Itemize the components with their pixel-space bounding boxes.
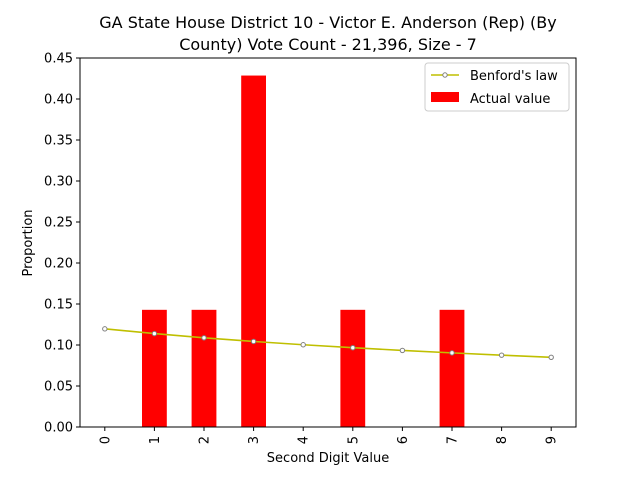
legend-actual-label: Actual value [470, 92, 550, 107]
bar-digit-2 [191, 309, 217, 427]
benford-line-layer [102, 326, 554, 360]
benford-point-6 [399, 347, 406, 354]
x-tick-label-1: 1 [148, 436, 163, 444]
x-axis-label: Second Digit Value [267, 451, 389, 466]
x-tick-label-0: 0 [98, 436, 113, 444]
x-tick-label-8: 8 [495, 436, 510, 444]
y-tick-label-0.35: 0.35 [44, 134, 73, 149]
y-tick-label-0.10: 0.10 [44, 339, 73, 354]
legend-box [424, 62, 570, 112]
benford-point-0 [102, 326, 108, 332]
x-tick-label-7: 7 [446, 436, 461, 444]
x-tick-label-3: 3 [247, 436, 262, 444]
y-tick-label-0.45: 0.45 [44, 52, 73, 67]
y-tick-label-0.15: 0.15 [44, 298, 73, 313]
benford-point-3 [250, 338, 257, 345]
benford-point-8 [498, 352, 505, 358]
y-tick-label-0.05: 0.05 [44, 380, 73, 395]
legend-actual-swatch [431, 92, 459, 102]
legend: Benford's law Actual value [424, 62, 570, 112]
x-tick-label-9: 9 [545, 436, 560, 444]
x-tick-label-2: 2 [198, 436, 213, 444]
axes-layer: 0.00 0.05 0.10 0.15 0.20 0.25 0.30 0.35 0.40 0.45… [44, 52, 577, 444]
chart-title-line1: GA State House District 10 - Victor E. A… [99, 13, 556, 32]
y-tick-label-0.40: 0.40 [44, 93, 73, 108]
benford-point-9 [548, 354, 554, 360]
benford-point-5 [350, 345, 356, 351]
benford-point-1 [151, 330, 158, 337]
bar-digit-1 [142, 309, 167, 427]
x-tick-label-6: 6 [396, 436, 411, 444]
benford-line [104, 328, 552, 359]
y-tick-label-0.00: 0.00 [44, 421, 73, 436]
bar-digit-7 [439, 309, 465, 427]
plot-frame [79, 57, 577, 428]
chart-title-line2: County) Vote Count - 21,396, Size - 7 [179, 35, 477, 54]
benford-point-2 [201, 335, 207, 341]
y-tick-label-0.25: 0.25 [44, 216, 73, 231]
y-tick-label-0.30: 0.30 [44, 175, 73, 190]
benford-point-4 [300, 342, 306, 348]
y-axis-label: Proportion [21, 209, 36, 276]
benford-point-7 [449, 350, 455, 356]
bar-digit-3 [241, 75, 266, 428]
y-tick-label-0.20: 0.20 [44, 257, 73, 272]
bar-digit-5 [340, 309, 366, 427]
x-tick-label-5: 5 [346, 436, 361, 444]
x-tick-label-4: 4 [297, 436, 312, 444]
legend-benford-label: Benford's law [470, 69, 558, 84]
legend-benford-swatch-marker [442, 72, 448, 78]
bars-layer [142, 75, 465, 428]
